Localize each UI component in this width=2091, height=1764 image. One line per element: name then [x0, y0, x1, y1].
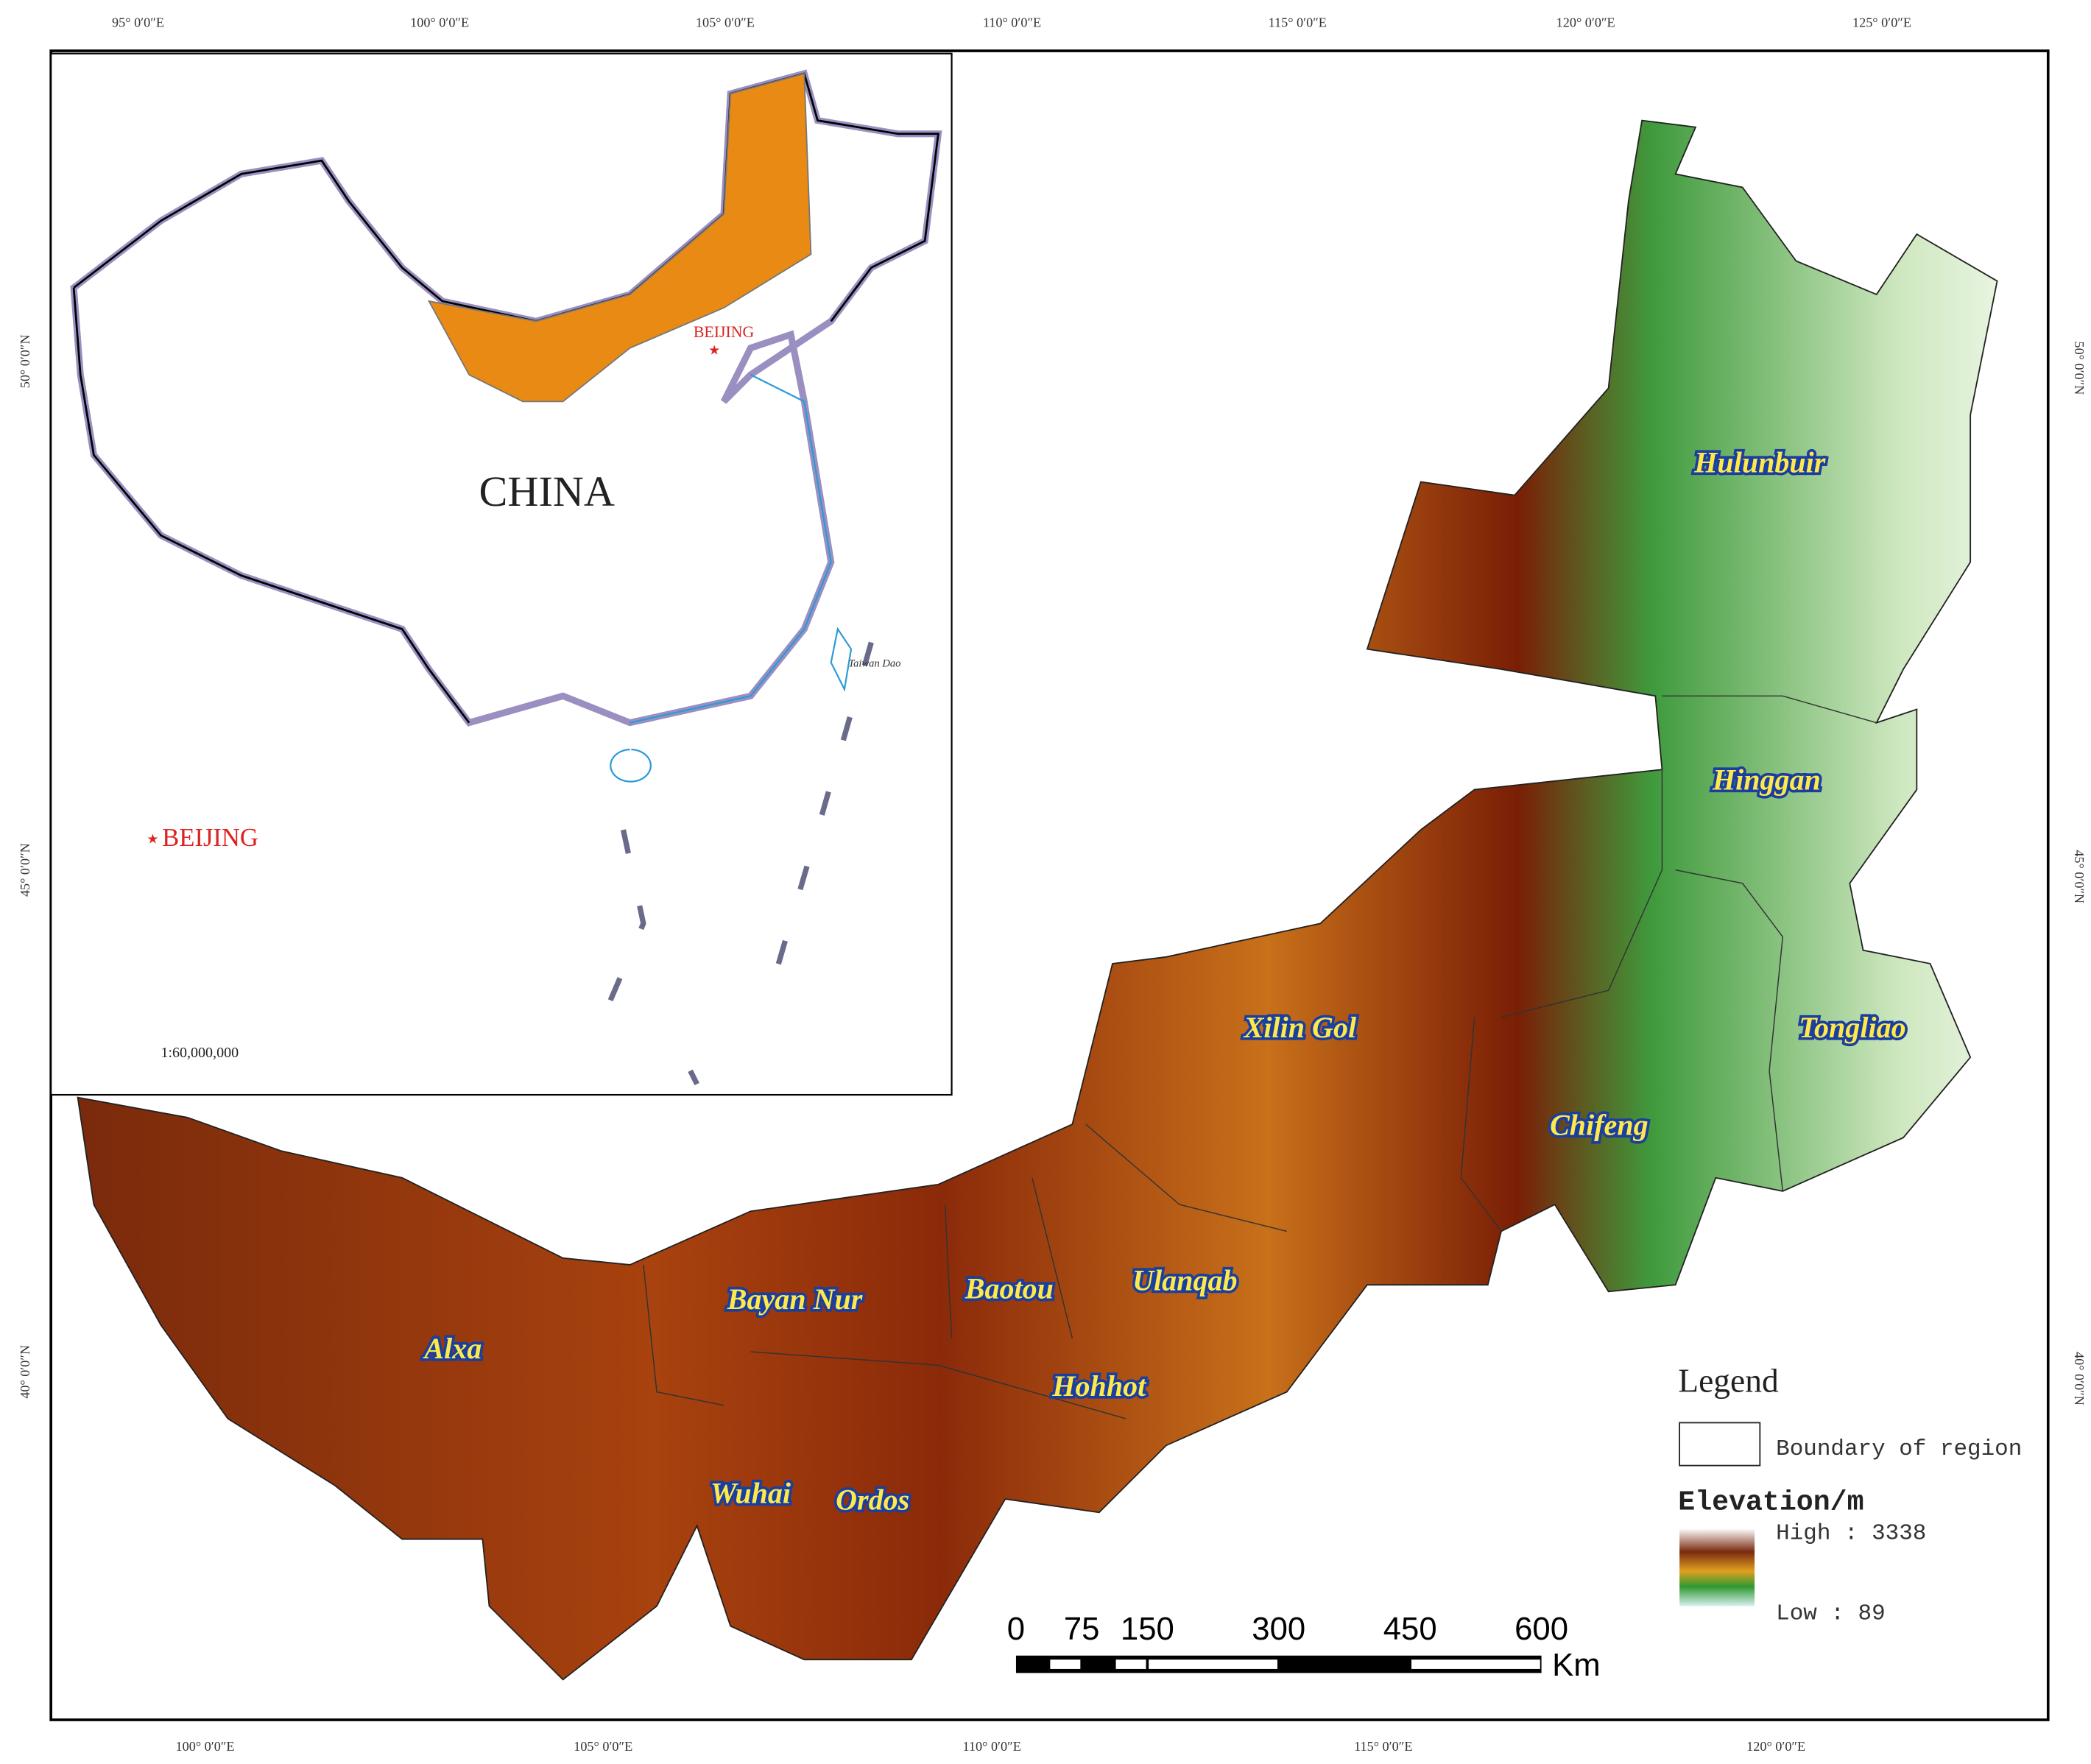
scale-unit: Km [1552, 1647, 1601, 1683]
scale-tick-label: 75 [1064, 1611, 1100, 1647]
scale-segment [1050, 1659, 1081, 1669]
scale-tick-label: 0 [1007, 1611, 1025, 1647]
capital-label: BEIJING [694, 323, 755, 341]
elevation-high: High : 3338 [1776, 1521, 1926, 1547]
bottom-axis-label: 100° 0′0″E [176, 1739, 235, 1754]
scale-segment [1149, 1659, 1277, 1669]
top-axis-label: 95° 0′0″E [112, 15, 164, 29]
inner-mongolia-inset [427, 72, 812, 403]
bottom-axis-label: 110° 0′0″E [963, 1739, 1021, 1754]
left-axis-label: 40° 0′0″N [18, 1345, 32, 1399]
inset [50, 52, 953, 1096]
boundary-label: Boundary of region [1776, 1436, 2022, 1462]
region-label: Ordos [836, 1483, 909, 1517]
region-label: Hohhot [1051, 1369, 1147, 1403]
island-label: Taiwan Dao [848, 657, 900, 669]
scale-tick-label: 450 [1383, 1611, 1437, 1647]
boundary-swatch [1679, 1422, 1761, 1467]
legend-title: Legend [1678, 1362, 1779, 1400]
region-label: Baotou [965, 1271, 1054, 1305]
bottom-axis-label: 105° 0′0″E [574, 1739, 632, 1754]
region-label: Ulanqab [1132, 1263, 1237, 1296]
scale-tick-label: 300 [1252, 1611, 1305, 1647]
country-label: CHINA [479, 468, 615, 515]
bottom-axis-label: 115° 0′0″E [1354, 1739, 1412, 1754]
top-axis-label: 120° 0′0″E [1556, 15, 1615, 29]
scale-segment [1115, 1659, 1146, 1669]
top-axis-label: 110° 0′0″E [983, 15, 1041, 29]
left-axis-label: 45° 0′0″N [18, 843, 32, 897]
capital-legend: BEIJING [162, 824, 258, 852]
coastline [610, 374, 853, 783]
scale-bar-outline [1015, 1655, 1542, 1673]
top-axis-label: 125° 0′0″E [1852, 15, 1911, 29]
top-axis-label: 115° 0′0″E [1269, 15, 1327, 29]
region-boundaries [643, 695, 1877, 1419]
sea-boundary [600, 641, 874, 1086]
scale-tick-label: 150 [1121, 1611, 1174, 1647]
right-axis-label: 50° 0′0″N [2072, 342, 2087, 395]
region-label: Xilin Gol [1243, 1011, 1357, 1044]
elevation-ramp [1679, 1528, 1755, 1606]
bottom-axis-label: 120° 0′0″E [1746, 1739, 1805, 1754]
elevation-low: Low : 89 [1776, 1601, 1885, 1627]
region-label: Tongliao [1799, 1011, 1905, 1044]
region-label: Wuhai [710, 1477, 791, 1510]
inset-scale: 1:60,000,000 [161, 1045, 239, 1061]
region-label: Bayan Nur [727, 1283, 863, 1316]
capital-star: ★ [708, 343, 720, 358]
capital-legend-star: ★ [147, 831, 158, 846]
scale-tick-label: 600 [1515, 1611, 1568, 1647]
elevation-title: Elevation/m [1678, 1487, 1863, 1519]
region-label: Hinggan [1712, 763, 1821, 797]
left-axis-label: 50° 0′0″N [18, 334, 32, 388]
right-axis-label: 40° 0′0″N [2072, 1352, 2087, 1405]
region-label: Hulunbuir [1693, 446, 1826, 479]
region-label: Chifeng [1550, 1109, 1649, 1142]
top-axis-label: 100° 0′0″E [410, 15, 469, 29]
region-label: Alxa [422, 1332, 482, 1365]
top-axis-label: 105° 0′0″E [696, 15, 755, 29]
scale-segment [1411, 1659, 1540, 1669]
right-axis-label: 45° 0′0″N [2072, 850, 2087, 903]
